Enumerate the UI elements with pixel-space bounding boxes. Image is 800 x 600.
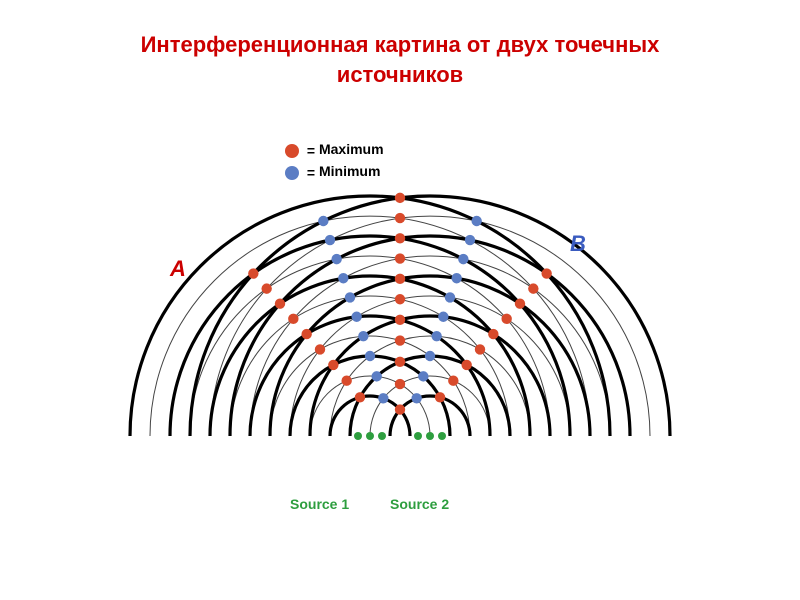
min-node: [451, 273, 461, 283]
max-node: [315, 345, 325, 355]
max-node: [395, 294, 405, 304]
source1-dot: [354, 432, 362, 440]
max-node: [288, 314, 298, 324]
max-node: [395, 336, 405, 346]
min-node: [445, 293, 455, 303]
min-node: [338, 273, 348, 283]
min-node: [458, 254, 468, 264]
legend-min: = Minimum: [285, 163, 380, 180]
max-node: [395, 405, 405, 415]
legend-eq1: =: [307, 143, 315, 159]
min-node: [418, 372, 428, 382]
source1-label: Source 1: [290, 496, 349, 512]
source1-dot: [378, 432, 386, 440]
legend-min-dot: [285, 166, 299, 180]
max-node: [395, 274, 405, 284]
interference-svg: [120, 141, 680, 471]
max-node: [395, 254, 405, 264]
min-node: [438, 312, 448, 322]
max-node: [515, 299, 525, 309]
min-node: [318, 216, 328, 226]
max-node: [395, 315, 405, 325]
max-node: [395, 357, 405, 367]
min-node: [358, 331, 368, 341]
source2-dot: [438, 432, 446, 440]
legend-eq2: =: [307, 165, 315, 181]
label-B: B: [570, 231, 586, 257]
max-node: [541, 269, 551, 279]
min-node: [471, 216, 481, 226]
title-line1: Интерференционная картина от двух точечн…: [0, 30, 800, 60]
max-node: [248, 269, 258, 279]
max-node: [301, 329, 311, 339]
min-node: [425, 351, 435, 361]
max-node: [395, 233, 405, 243]
min-node: [378, 393, 388, 403]
max-node: [395, 379, 405, 389]
min-node: [365, 351, 375, 361]
title-line2: источников: [0, 60, 800, 90]
source1-dot: [366, 432, 374, 440]
min-node: [345, 293, 355, 303]
max-node: [261, 284, 271, 294]
page-title: Интерференционная картина от двух точечн…: [0, 30, 800, 89]
legend-max: = Maximum: [285, 141, 384, 158]
max-node: [328, 360, 338, 370]
max-node: [275, 299, 285, 309]
diagram-container: = Maximum = Minimum A B Source 1 Source …: [0, 141, 800, 511]
min-node: [331, 254, 341, 264]
legend-max-label: Maximum: [319, 141, 384, 157]
max-node: [355, 392, 365, 402]
min-node: [431, 331, 441, 341]
max-node: [448, 376, 458, 386]
max-node: [528, 284, 538, 294]
min-node: [411, 393, 421, 403]
max-node: [341, 376, 351, 386]
min-node: [465, 235, 475, 245]
legend-max-dot: [285, 144, 299, 158]
min-node: [351, 312, 361, 322]
legend-min-label: Minimum: [319, 163, 380, 179]
source2-dot: [414, 432, 422, 440]
max-node: [475, 345, 485, 355]
max-node: [501, 314, 511, 324]
max-node: [461, 360, 471, 370]
source2-label: Source 2: [390, 496, 449, 512]
max-node: [395, 193, 405, 203]
min-node: [371, 372, 381, 382]
label-A: A: [170, 256, 186, 282]
max-node: [488, 329, 498, 339]
source2-dot: [426, 432, 434, 440]
max-node: [395, 213, 405, 223]
min-node: [325, 235, 335, 245]
max-node: [435, 392, 445, 402]
